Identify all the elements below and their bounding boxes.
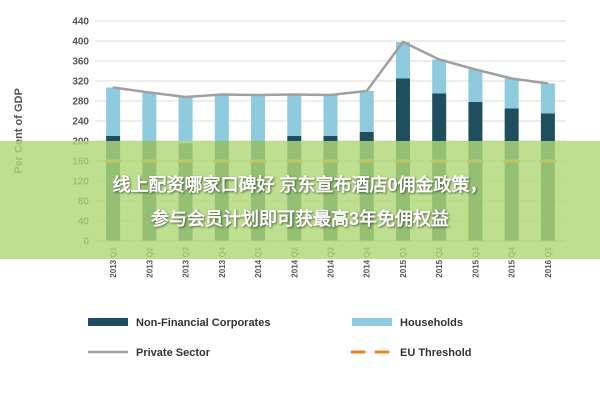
y-tick-label-320: 320	[72, 77, 89, 88]
private-sector-point-6	[329, 94, 332, 96]
x-tick-label-7: 2014 Q4	[363, 246, 372, 277]
private-sector-point-1	[148, 91, 151, 94]
y-tick-label-440: 440	[72, 17, 89, 28]
private-sector-point-4	[257, 94, 259, 96]
x-tick-label-11: 2015 Q4	[508, 246, 517, 277]
legend-swatch-0	[88, 318, 128, 326]
bar-1-6	[323, 95, 338, 136]
x-tick-label-9: 2015 Q2	[435, 246, 444, 277]
legend-label-3: EU Threshold	[400, 347, 472, 359]
x-tick-label-8: 2015 Q1	[399, 246, 408, 277]
bar-1-3	[214, 94, 229, 141]
private-sector-line	[112, 40, 549, 99]
bar-1-4	[251, 95, 266, 141]
legend-swatch-1	[352, 318, 392, 326]
y-tick-label-280: 280	[72, 97, 89, 108]
x-tick-label-1: 2013 Q2	[145, 246, 154, 277]
bar-1-2	[178, 97, 193, 144]
private-sector-point-0	[112, 86, 114, 89]
private-sector-point-8	[402, 41, 404, 43]
bar-1-1	[142, 92, 157, 141]
private-sector-point-12	[547, 82, 549, 85]
y-tick-label-360: 360	[72, 57, 89, 68]
x-tick-label-3: 2013 Q4	[218, 246, 227, 277]
private-sector-point-5	[293, 93, 296, 96]
private-sector-point-7	[365, 90, 368, 92]
x-tick-label-5: 2014 Q2	[290, 246, 299, 277]
bar-1-7	[359, 91, 374, 132]
legend-label-2: Private Sector	[136, 347, 211, 359]
private-sector-point-9	[438, 58, 440, 61]
x-tick-label-4: 2014 Q1	[254, 246, 263, 277]
private-sector-point-2	[184, 96, 187, 98]
legend-label-1: Households	[400, 317, 463, 329]
x-tick-label-0: 2013 Q1	[109, 246, 118, 277]
private-sector-point-3	[221, 93, 223, 96]
bar-1-12	[540, 83, 555, 114]
x-tick-label-10: 2015 Q3	[471, 246, 480, 277]
x-tick-label-6: 2014 Q3	[327, 246, 336, 277]
bar-1-8	[395, 42, 410, 79]
private-sector-point-11	[510, 77, 513, 80]
legend-label-0: Non-Financial Corporates	[136, 317, 270, 329]
x-tick-label-12: 2016 Q1	[544, 246, 553, 277]
bar-1-11	[504, 78, 519, 109]
overlay-line-1: 线上配资哪家口碑好 京东宣布酒店0佣金政策，	[112, 175, 488, 195]
x-tick-label-2: 2013 Q3	[182, 246, 191, 277]
y-tick-label-240: 240	[72, 117, 89, 128]
y-tick-label-400: 400	[72, 37, 89, 48]
private-sector-point-10	[474, 68, 477, 71]
bar-1-5	[287, 94, 302, 136]
bar-1-0	[106, 87, 121, 136]
overlay-banner	[0, 141, 600, 259]
bar-1-10	[468, 69, 483, 102]
bar-1-9	[432, 59, 447, 94]
overlay-line-2: 参与会员计划即可获最高3年免佣权益	[150, 209, 449, 229]
